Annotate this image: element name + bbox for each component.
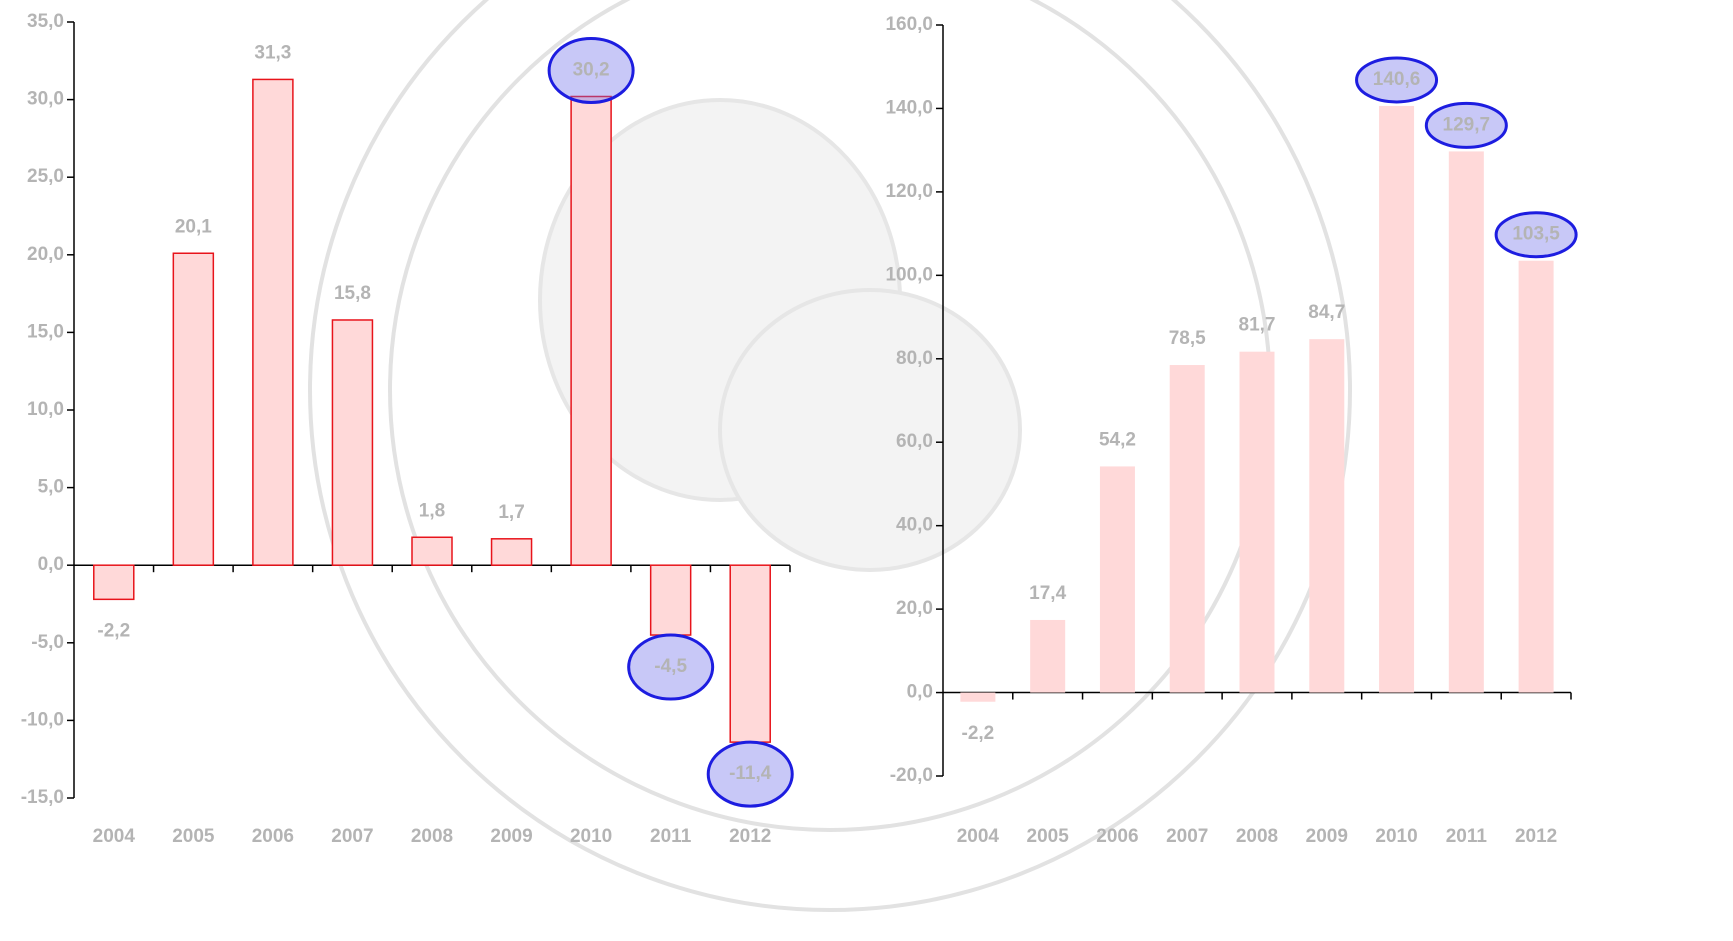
bar (411, 536, 453, 566)
x-tick-label: 2006 (252, 826, 294, 847)
value-label: -2,2 (97, 620, 130, 641)
y-tick-label: 10,0 (27, 399, 64, 420)
x-tick-label: 2007 (331, 826, 373, 847)
bar (1448, 151, 1484, 693)
value-label: 140,6 (1373, 69, 1421, 90)
value-label: 31,3 (254, 42, 291, 63)
x-tick-label: 2010 (570, 826, 612, 847)
bar (729, 564, 771, 743)
x-tick-label: 2004 (93, 826, 136, 847)
y-tick-label: 25,0 (27, 166, 64, 187)
y-tick-label: -15,0 (21, 787, 64, 808)
x-tick-label: 2012 (1515, 826, 1557, 847)
value-label: 129,7 (1443, 114, 1491, 135)
highlight-ellipse (1355, 56, 1439, 104)
y-tick-label: 30,0 (27, 89, 64, 110)
x-tick-label: 2004 (957, 826, 1000, 847)
bar (1099, 466, 1135, 693)
bar (960, 692, 996, 702)
highlight-ellipse (627, 633, 715, 701)
watermark (308, 0, 1352, 912)
y-tick-label: 5,0 (38, 477, 64, 498)
highlight-ellipse (1494, 211, 1578, 259)
value-label: -4,5 (654, 656, 687, 677)
y-tick-label: 120,0 (885, 181, 933, 202)
y-tick-label: 15,0 (27, 321, 64, 342)
bar (1169, 365, 1205, 693)
x-tick-label: 2010 (1375, 826, 1417, 847)
bar (93, 564, 135, 601)
y-tick-label: 35,0 (27, 11, 64, 32)
value-label: -11,4 (729, 763, 772, 784)
bar (1239, 351, 1275, 693)
bar (649, 564, 692, 636)
y-tick-label: 60,0 (896, 431, 933, 452)
y-tick-label: -5,0 (31, 632, 64, 653)
x-tick-label: 2005 (172, 826, 215, 847)
bar (490, 538, 533, 566)
bar (1518, 260, 1554, 693)
y-tick-label: 20,0 (27, 244, 64, 265)
x-tick-label: 2011 (650, 826, 692, 847)
bar (1030, 619, 1066, 693)
x-tick-label: 2008 (1236, 826, 1278, 847)
bar (1309, 339, 1345, 693)
y-tick-label: 40,0 (896, 515, 933, 536)
bar (570, 95, 612, 566)
y-tick-label: -20,0 (890, 765, 933, 786)
y-tick-label: -10,0 (21, 709, 64, 730)
y-tick-label: 140,0 (885, 97, 933, 118)
highlight-ellipse (547, 36, 635, 104)
value-label: 17,4 (1029, 583, 1066, 604)
y-tick-label: 80,0 (896, 348, 933, 369)
highlight-ellipse (706, 740, 794, 808)
value-label: 78,5 (1169, 328, 1206, 349)
y-tick-label: 20,0 (896, 598, 933, 619)
x-tick-label: 2008 (411, 826, 453, 847)
bar (252, 78, 294, 566)
y-tick-label: 100,0 (885, 264, 933, 285)
value-label: 103,5 (1512, 224, 1560, 245)
value-label: 84,7 (1308, 302, 1345, 323)
value-label: 30,2 (573, 60, 610, 81)
y-tick-label: 0,0 (38, 554, 64, 575)
x-tick-label: 2009 (490, 826, 532, 847)
value-label: 1,8 (419, 500, 445, 521)
bar (172, 252, 215, 566)
value-label: 1,7 (498, 502, 524, 523)
x-tick-label: 2005 (1027, 826, 1070, 847)
value-label: 15,8 (334, 283, 371, 304)
x-tick-label: 2007 (1166, 826, 1208, 847)
bar (1379, 105, 1415, 693)
value-label: 20,1 (175, 216, 212, 237)
x-tick-label: 2011 (1446, 826, 1488, 847)
x-tick-label: 2006 (1096, 826, 1138, 847)
value-label: 54,2 (1099, 429, 1136, 450)
x-tick-label: 2012 (729, 826, 771, 847)
bar (331, 319, 374, 566)
highlight-ellipse (1424, 101, 1508, 149)
y-tick-label: 160,0 (885, 14, 933, 35)
x-tick-label: 2009 (1306, 826, 1348, 847)
y-tick-label: 0,0 (907, 682, 933, 703)
value-label: -2,2 (962, 723, 995, 744)
value-label: 81,7 (1239, 315, 1276, 336)
